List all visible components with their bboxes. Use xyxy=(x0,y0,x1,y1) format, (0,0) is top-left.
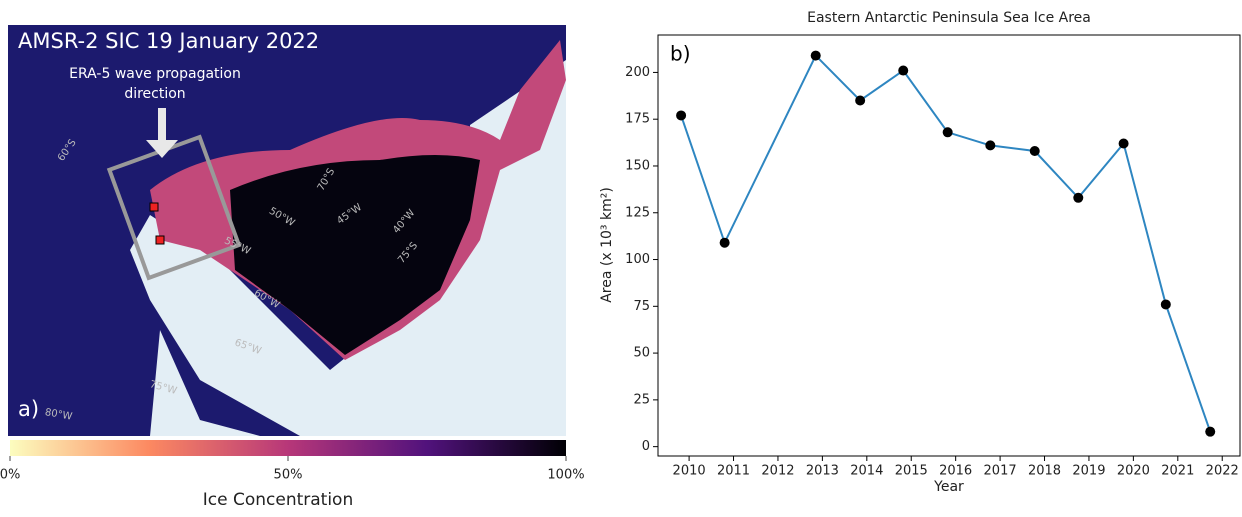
data-point xyxy=(943,127,953,137)
data-point xyxy=(720,238,730,248)
y-tick-label: 125 xyxy=(625,205,650,220)
y-tick-label: 100 xyxy=(625,252,650,267)
colorbar-tick-label: 100% xyxy=(547,468,584,483)
colorbar xyxy=(10,440,566,456)
plot-frame xyxy=(658,35,1240,456)
x-tick-label: 2018 xyxy=(1028,464,1061,479)
y-tick-label: 50 xyxy=(633,346,650,361)
series-line xyxy=(681,56,1210,432)
y-tick-label: 150 xyxy=(625,158,650,173)
data-point xyxy=(985,140,995,150)
chart-title: Eastern Antarctic Peninsula Sea Ice Area xyxy=(807,10,1091,26)
data-point xyxy=(676,110,686,120)
x-tick-label: 2012 xyxy=(761,464,794,479)
x-tick-label: 2011 xyxy=(717,464,750,479)
colorbar-tick-label: 50% xyxy=(274,468,303,483)
site-marker xyxy=(156,236,164,244)
x-tick-label: 2017 xyxy=(984,464,1017,479)
colorbar-label: Ice Concentration xyxy=(203,490,354,510)
panel-label: b) xyxy=(670,42,691,66)
site-marker xyxy=(150,203,158,211)
colorbar-tick-label: 0% xyxy=(0,468,20,483)
x-axis-label: Year xyxy=(933,479,964,495)
x-tick-label: 2019 xyxy=(1072,464,1105,479)
data-point xyxy=(1161,299,1171,309)
y-tick-label: 0 xyxy=(642,439,650,454)
data-point xyxy=(1119,139,1129,149)
y-axis-label: Area (x 10³ km²) xyxy=(599,187,615,303)
annotation: ERA-5 wave propagation xyxy=(69,66,241,82)
data-point xyxy=(1073,193,1083,203)
map-title: AMSR-2 SIC 19 January 2022 xyxy=(18,29,319,53)
data-point xyxy=(855,95,865,105)
data-point xyxy=(898,66,908,76)
x-tick-label: 2010 xyxy=(673,464,706,479)
data-point xyxy=(1205,427,1215,437)
x-tick-label: 2014 xyxy=(850,464,883,479)
y-tick-label: 25 xyxy=(633,392,650,407)
x-tick-label: 2021 xyxy=(1161,464,1194,479)
data-point xyxy=(1030,146,1040,156)
y-tick-label: 200 xyxy=(625,65,650,80)
annotation: direction xyxy=(124,86,185,102)
y-tick-label: 75 xyxy=(633,299,650,314)
x-tick-label: 2013 xyxy=(806,464,839,479)
figure: AMSR-2 SIC 19 January 2022 ERA-5 wave pr… xyxy=(0,0,1242,513)
data-point xyxy=(811,51,821,61)
x-tick-label: 2015 xyxy=(895,464,928,479)
y-tick-label: 175 xyxy=(625,112,650,127)
x-tick-label: 2016 xyxy=(939,464,972,479)
map: AMSR-2 SIC 19 January 2022 ERA-5 wave pr… xyxy=(8,25,566,436)
x-tick-label: 2022 xyxy=(1206,464,1239,479)
x-tick-label: 2020 xyxy=(1117,464,1150,479)
panel-label: a) xyxy=(18,397,39,421)
